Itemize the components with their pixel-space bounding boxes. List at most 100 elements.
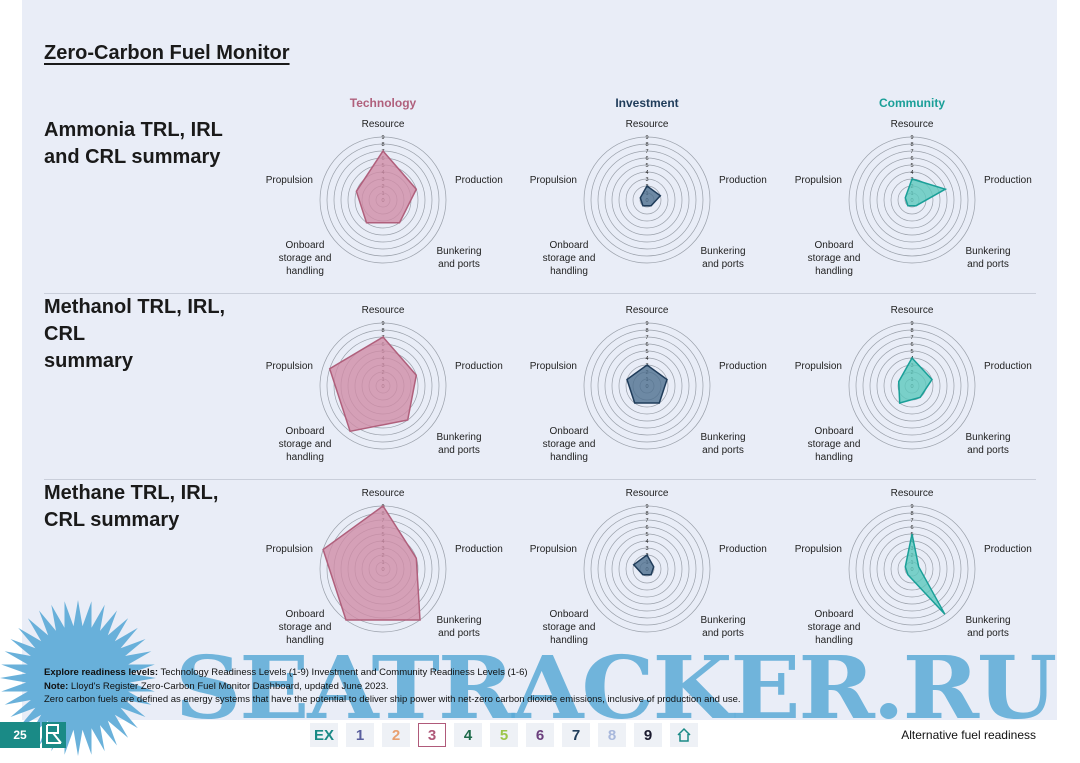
axis-label: Bunkering and ports: [700, 246, 745, 270]
tick-label: 8: [645, 511, 648, 517]
axis-label: Resource: [891, 119, 934, 130]
source-note: Note: Lloyd's Register Zero-Carbon Fuel …: [44, 680, 389, 692]
grid-circle: [611, 533, 683, 605]
grid-circle: [611, 164, 683, 236]
grid-circle: [848, 505, 976, 633]
axis-label: Bunkering and ports: [965, 432, 1010, 456]
axis-label: Onboard storage and handling: [543, 609, 596, 646]
grid-circle: [326, 329, 440, 443]
axis-label: Propulsion: [530, 361, 577, 372]
axis-label: Onboard storage and handling: [279, 609, 332, 646]
axis-label: Onboard storage and handling: [808, 609, 861, 646]
content-panel: [22, 0, 1057, 720]
nav-tab[interactable]: 4: [454, 723, 482, 747]
tick-label: 3: [645, 546, 648, 552]
radar-chart: 0123456789ResourceProductionBunkeringand…: [266, 119, 503, 277]
grid-circle: [604, 157, 690, 243]
radar-chart: 0123456789ResourceProductionBunkeringand…: [795, 488, 1032, 646]
tick-label: 8: [910, 142, 913, 148]
nav-tab[interactable]: 6: [526, 723, 554, 747]
nav-tab[interactable]: 3: [418, 723, 446, 747]
axis-label: Production: [455, 361, 503, 372]
axis-label: Resource: [362, 119, 405, 130]
radar-chart: 0123456789ResourceProductionBunkeringand…: [266, 305, 503, 463]
tick-label: 5: [910, 349, 913, 355]
axis-label: Onboard storage and handling: [279, 426, 332, 463]
axis-label: Propulsion: [266, 544, 313, 555]
grid-circle: [583, 322, 711, 450]
axis-label: Onboard storage and handling: [808, 426, 861, 463]
axis-label: Production: [719, 361, 767, 372]
nav-tab[interactable]: 1: [346, 723, 374, 747]
axis-label: Production: [719, 544, 767, 555]
row-title: Methanol TRL, IRL, CRL summary: [44, 296, 226, 372]
tick-label: 6: [910, 156, 913, 162]
grid-circle: [876, 350, 948, 422]
tick-label: 6: [910, 525, 913, 531]
section-title: Alternative fuel readiness: [901, 728, 1036, 742]
axis-label: Resource: [362, 305, 405, 316]
grid-circle: [869, 343, 955, 429]
tick-label: 8: [381, 328, 384, 334]
grid-circle: [625, 178, 669, 222]
home-icon: [677, 727, 691, 742]
tick-label: 7: [645, 335, 648, 341]
row-divider: [44, 293, 1036, 294]
axis-label: Production: [984, 175, 1032, 186]
tick-label: 7: [910, 335, 913, 341]
row-title: Methane TRL, IRL, CRL summary: [44, 482, 219, 531]
grid-circle: [625, 547, 669, 591]
axis-label: Onboard storage and handling: [279, 240, 332, 277]
nav-tab[interactable]: 5: [490, 723, 518, 747]
nav-tab[interactable]: 7: [562, 723, 590, 747]
axis-label: Production: [719, 175, 767, 186]
grid-circle: [597, 150, 697, 250]
tick-label: 5: [910, 163, 913, 169]
tick-label: 4: [645, 356, 648, 362]
grid-circle: [862, 336, 962, 436]
grid-circle: [869, 157, 955, 243]
axis-label: Bunkering and ports: [965, 615, 1010, 639]
nav-tab[interactable]: 8: [598, 723, 626, 747]
axis-label: Bunkering and ports: [700, 615, 745, 639]
grid-circle: [590, 143, 704, 257]
axis-label: Onboard storage and handling: [543, 426, 596, 463]
tick-label: 7: [910, 518, 913, 524]
series-polygon: [904, 178, 948, 207]
tick-label: 9: [645, 504, 648, 510]
radar-chart: 0123456789ResourceProductionBunkeringand…: [530, 305, 767, 463]
tick-label: 7: [910, 149, 913, 155]
row-divider: [44, 479, 1036, 480]
radar-chart: 0123456789ResourceProductionBunkeringand…: [530, 488, 767, 646]
grid-circle: [855, 143, 969, 257]
notes: Explore readiness levels: Technology Rea…: [44, 666, 741, 707]
grid-circle: [604, 526, 690, 612]
tick-label: 9: [645, 321, 648, 327]
radar-chart: 0123456789ResourceProductionBunkeringand…: [795, 305, 1032, 463]
tick-label: 7: [645, 149, 648, 155]
grid-circle: [583, 136, 711, 264]
axis-label: Propulsion: [795, 544, 842, 555]
tick-label: 9: [645, 135, 648, 141]
axis-label: Propulsion: [266, 361, 313, 372]
grid-circle: [855, 512, 969, 626]
radar-chart: 0123456789ResourceProductionBunkeringand…: [795, 119, 1032, 277]
nav-tab[interactable]: 2: [382, 723, 410, 747]
grid-circle: [869, 526, 955, 612]
tick-label: 7: [645, 518, 648, 524]
nav-tab[interactable]: EX: [310, 723, 338, 747]
axis-label: Production: [455, 175, 503, 186]
tick-label: 3: [645, 177, 648, 183]
tick-label: 8: [381, 142, 384, 148]
lr-logo: [42, 722, 66, 748]
home-button[interactable]: [670, 723, 698, 747]
grid-circle: [876, 164, 948, 236]
page-number: 25: [0, 722, 40, 748]
column-header: Technology: [349, 96, 417, 110]
nav-tab[interactable]: 9: [634, 723, 662, 747]
series-polygon: [626, 364, 668, 404]
tick-label: 8: [910, 511, 913, 517]
axis-label: Bunkering and ports: [436, 615, 481, 639]
series-polygon: [322, 504, 421, 621]
